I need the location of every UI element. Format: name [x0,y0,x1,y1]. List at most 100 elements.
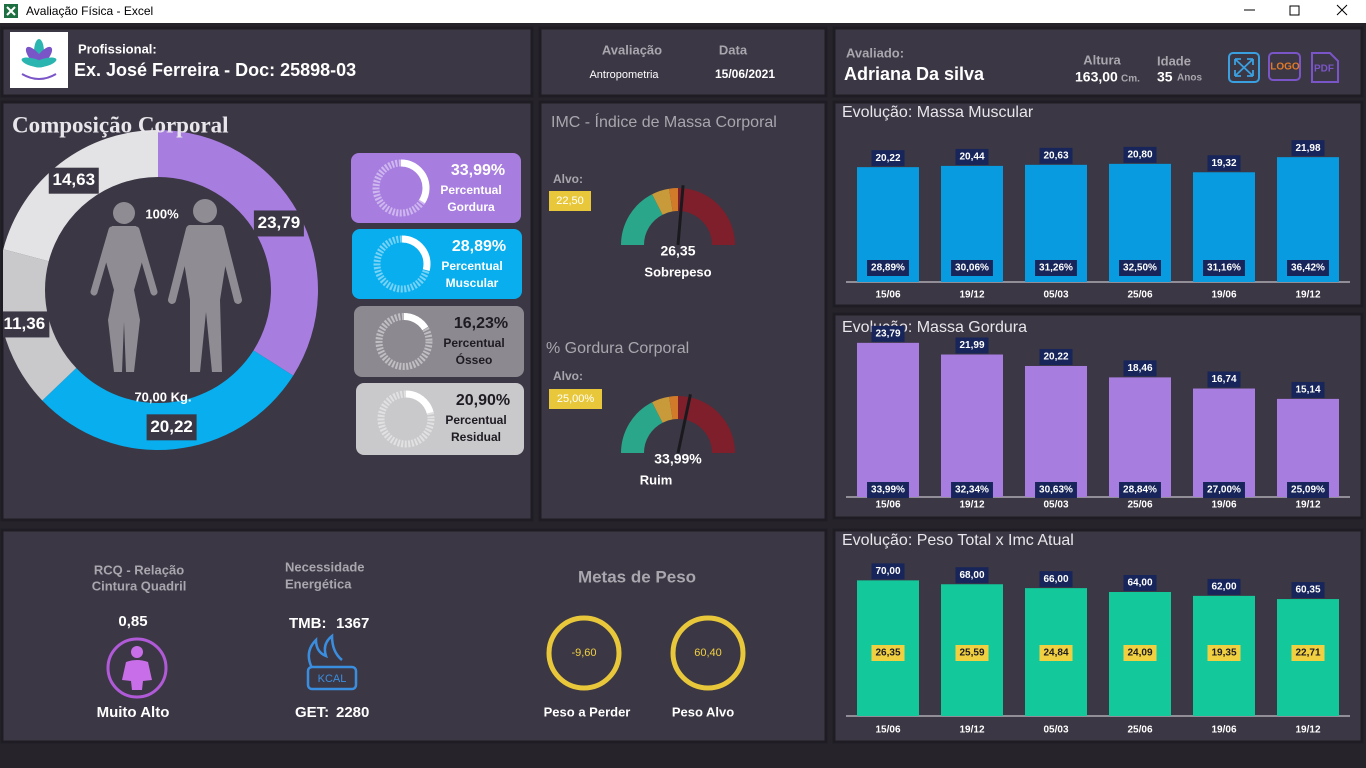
donut-label: 23,79 [258,213,301,232]
chart-title: Evolução: Peso Total x Imc Atual [842,532,1074,549]
panel [0,26,534,98]
x-tick-label: 19/12 [1295,500,1320,511]
panel [832,312,1364,520]
data-label-box [1207,155,1241,172]
data-label: 18,46 [1127,363,1152,374]
x-tick-label: 25/06 [1127,290,1152,301]
data-label-box [955,148,989,165]
gauge-needle [676,393,692,454]
card-ring-value [373,235,431,293]
label: KCAL [318,673,347,685]
data-label: 20,63 [1043,150,1068,161]
window-title: Avaliação Física - Excel [26,4,153,18]
x-tick-label: 19/12 [959,500,984,511]
bar-chart: Evolução: Peso Total x Imc Atual 70,00 26,… [842,532,1350,736]
donut-label: 14,63 [52,170,95,189]
card-label: Percentual [443,336,504,350]
chart-title: % Gordura Corporal [546,340,689,357]
label: Peso Alvo [672,704,734,719]
card [356,383,524,455]
data-label: 20,44 [959,152,984,163]
expand-button[interactable] [1228,52,1260,83]
data-label-box [1039,571,1073,588]
bar [1025,365,1087,497]
data-label: 64,00 [1127,578,1152,589]
data-label-box [955,567,989,584]
label: Data [719,42,748,57]
data-label-box [1035,482,1077,498]
gauge-band [652,188,673,215]
donut-label: 20,22 [150,417,193,436]
data-label: 66,00 [1043,574,1068,585]
pdf-button[interactable] [1311,52,1339,83]
donut-label-box [253,210,304,237]
data-label: 30,06% [955,263,989,274]
bar [1109,377,1171,497]
label: 100% [145,206,179,221]
x-tick-label: 05/03 [1043,500,1068,511]
logo-button-label: LOGO [1270,62,1300,73]
x-tick-label: 19/12 [959,725,984,736]
data-label: 31,26% [1039,263,1073,274]
card-ring-value [372,159,430,217]
data-label-box [1207,371,1241,388]
body-silhouettes [90,199,242,372]
card-label: Gordura [447,200,495,214]
gauge-band [669,187,678,212]
data-label-box [951,260,993,276]
donut-label-box [48,167,99,194]
data-label-box [955,337,989,354]
rcq-icon [106,637,168,699]
x-tick-label: 19/12 [959,290,984,301]
donut-label-box [3,311,50,338]
x-tick-label: 15/06 [875,500,900,511]
donut-label: 11,36 [4,314,46,333]
card-value: 20,90% [456,392,510,409]
close-button[interactable] [1336,4,1348,16]
chart-title: IMC - Índice de Massa Corporal [551,112,777,131]
data-label: 24,09 [1127,648,1152,659]
data-label: 26,35 [875,648,900,659]
data-label: 23,79 [875,328,900,339]
data-label-box [1287,482,1329,498]
chart-title: Evolução: Massa Gordura [842,319,1027,336]
x-tick-label: 19/06 [1211,290,1236,301]
excel-icon-mark [6,6,16,16]
label: 22,50 [556,195,584,207]
label: TMB: [289,615,327,632]
label: Altura [1083,52,1121,67]
gauge: IMC - Índice de Massa Corporal Alvo: 22,50… [549,112,777,279]
professional-name: Ex. José Ferreira - Doc: 25898-03 [74,60,356,80]
restore-button[interactable] [1289,5,1300,16]
panel [0,528,828,744]
data-label: 28,89% [871,263,905,274]
x-tick-label: 19/12 [1295,725,1320,736]
logo-button[interactable] [1268,52,1301,81]
data-label: 21,99 [959,340,984,351]
donut-segment [158,130,319,376]
label: Cintura Quadril [92,578,187,593]
gauge-status: Ruim [640,472,673,487]
data-label: 24,84 [1043,648,1068,659]
donut-label-box [146,414,197,441]
donut-segment [42,350,294,450]
data-label-box [1291,140,1325,157]
target-box [549,191,591,211]
data-label-box [871,150,905,167]
charts: 23,79 20,22 11,36 14,63 IMC - Índice de Mass… [3,104,1350,736]
panels [0,26,1364,744]
card-label: Percentual [445,413,506,427]
data-label-box [1119,260,1161,276]
label: Avaliação [602,42,662,57]
x-tick-label: 19/12 [1295,290,1320,301]
data-label: 70,00 [875,566,900,577]
chart-title: Composição Corporal [12,112,229,137]
gauge-needle [676,185,685,246]
pdf-button-label: PDF [1314,64,1334,75]
card [351,153,521,223]
chart-title: Evolução: Massa Muscular [842,104,1034,121]
label: 163,00 [1075,69,1118,85]
gauge: % Gordura Corporal Alvo: 25,00% 33,99% Ruim [546,340,735,487]
